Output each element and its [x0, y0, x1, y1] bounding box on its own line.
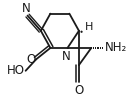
Text: N: N	[22, 2, 31, 15]
Text: H: H	[85, 22, 93, 32]
Text: HO: HO	[7, 64, 25, 77]
Text: O: O	[26, 53, 35, 66]
Text: N: N	[62, 50, 71, 63]
Text: NH₂: NH₂	[105, 41, 127, 54]
Text: O: O	[74, 84, 84, 97]
